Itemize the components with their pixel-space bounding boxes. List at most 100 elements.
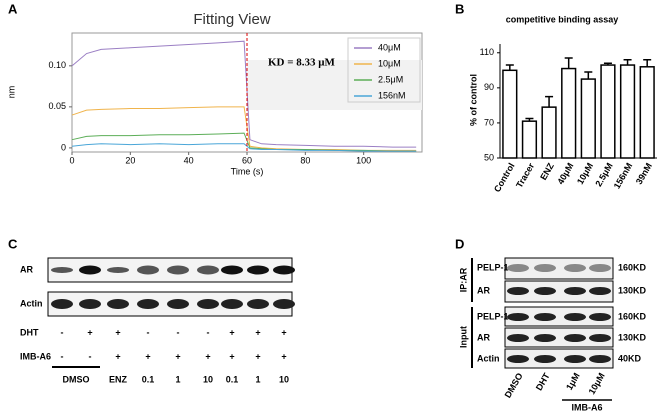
error-bar [603,62,612,66]
band [107,299,129,309]
lane-label: 0.1 [142,374,155,384]
band [167,265,189,275]
size-label: 160KD [618,262,647,272]
band [507,334,529,342]
y-tick-label: 0.05 [48,101,66,111]
bar [580,78,596,159]
x-tick-label: Tracer [514,161,536,190]
x-tick-label: ENZ [538,161,556,182]
y-tick-label: 0.10 [48,60,66,70]
lane-label: 0.1 [226,374,239,384]
band [534,334,556,342]
size-label: 160KD [618,311,647,321]
band [247,299,269,309]
blot-row [504,257,614,280]
treatment-sign: + [205,351,210,361]
panel-label: C [8,236,18,251]
panel-label: D [455,236,464,251]
group-label: IMB-A6 [572,402,603,412]
band [79,265,101,275]
bar [639,66,655,159]
treatment-sign: + [145,351,150,361]
bar [502,69,518,159]
band [167,299,189,309]
band [564,355,586,363]
panel-label: A [8,1,18,16]
band [564,313,586,321]
legend-label: 40μM [378,42,401,52]
x-tick-label: Control [492,161,517,194]
x-tick-label: 20 [125,155,135,165]
band [197,265,219,275]
data-line [71,143,417,152]
band [137,299,159,309]
lane-label: ENZ [109,374,128,384]
blot-row [504,348,614,369]
lane-label: 1 [255,374,260,384]
legend-label: 2.5μM [378,74,403,84]
band [507,355,529,363]
band [564,287,586,295]
row-label: AR [477,285,490,295]
error-bar [545,95,554,108]
band [589,355,611,363]
treatment-sign: - [61,327,64,337]
annotation: KD = 8.33 μM [268,57,336,69]
treatment-sign: + [255,327,260,337]
band [107,267,129,273]
y-tick-label: 110 [480,47,494,57]
error-bar [564,57,573,69]
treatment-sign: - [89,351,92,361]
band [589,287,611,295]
band [221,265,243,275]
row-label: AR [477,332,490,342]
bar [619,64,636,159]
treatment-sign: - [177,327,180,337]
band [137,265,159,275]
treatment-sign: + [115,327,120,337]
band [221,299,243,309]
treatment-sign: + [229,351,234,361]
bar [521,120,538,159]
bar [541,106,557,159]
lane-label: DMSO [63,374,90,384]
row-label: PELP-1 [477,311,509,321]
row-label: Actin [477,353,500,363]
treatment-label: DHT [20,327,39,337]
blot-row [504,280,614,303]
treatment-sign: + [87,327,92,337]
treatment-sign: + [175,351,180,361]
blot-row [504,306,614,327]
lane-label: 1μM [564,371,582,392]
error-bar [584,71,593,80]
band [507,313,529,321]
x-tick-label: 40 [184,155,194,165]
x-tick-label: 60 [242,155,252,165]
chart-title: Fitting View [193,11,270,28]
x-tick-label: 100 [356,155,371,165]
size-label: 130KD [618,332,647,342]
lane-label: 10 [279,374,289,384]
panel-label: B [455,1,464,16]
lane-label: 1 [175,374,180,384]
band [79,299,101,309]
band [564,334,586,342]
treatment-sign: + [255,351,260,361]
band [564,264,586,272]
error-bar [525,117,534,122]
band [51,299,73,309]
x-tick-label: 0 [69,155,74,165]
row-label: PELP-1 [477,262,509,272]
chart-title: competitive binding assay [506,14,619,24]
size-label: 130KD [618,285,647,295]
band [534,355,556,363]
treatment-sign: - [61,351,64,361]
error-bar [623,59,632,66]
x-tick-label: 40μM [555,161,575,186]
band [589,313,611,321]
treatment-sign: + [115,351,120,361]
treatment-sign: + [229,327,234,337]
treatment-sign: + [281,351,286,361]
x-tick-label: 10μM [575,161,595,186]
